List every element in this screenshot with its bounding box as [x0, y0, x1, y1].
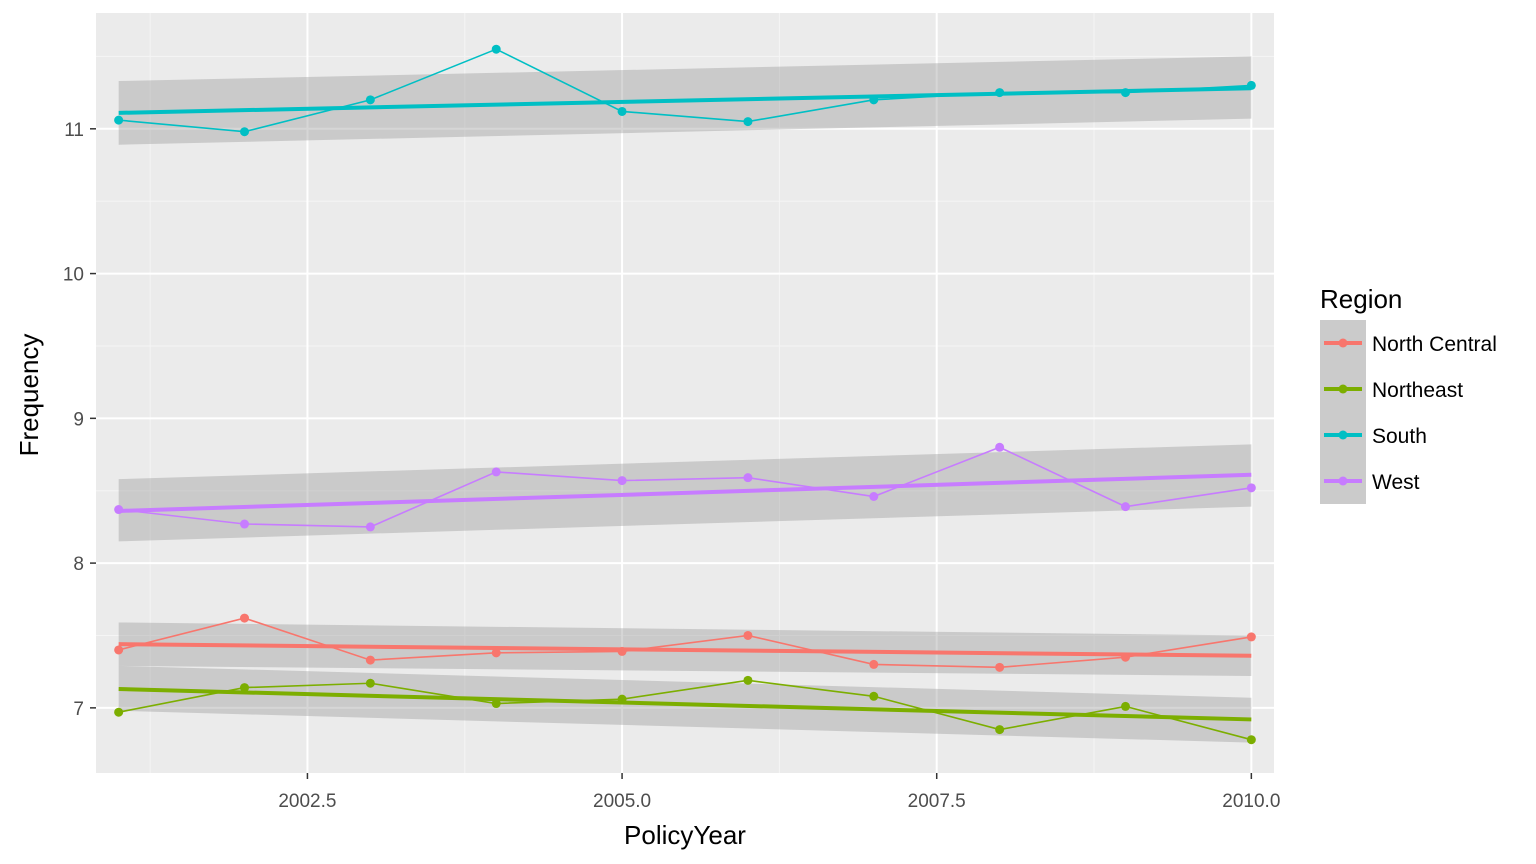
x-tick-label: 2010.0	[1222, 791, 1280, 812]
legend-title: Region	[1320, 284, 1402, 314]
data-point	[1120, 701, 1130, 711]
legend-label: South	[1372, 425, 1427, 448]
data-point	[743, 630, 753, 640]
legend-label: West	[1372, 471, 1420, 494]
legend-key-point	[1338, 430, 1348, 440]
trend-line	[118, 687, 1252, 722]
data-point	[365, 678, 375, 688]
data-point	[1120, 502, 1130, 512]
data-point	[114, 115, 124, 125]
data-point	[240, 127, 250, 137]
data-point	[617, 694, 627, 704]
data-point	[869, 95, 879, 105]
data-point	[365, 655, 375, 665]
trend-line	[118, 86, 1252, 115]
legend: Region North Central Northeast South West	[1320, 284, 1497, 504]
data-point	[114, 645, 124, 655]
data-point	[1120, 652, 1130, 662]
data-point	[240, 519, 250, 529]
y-axis-title: Frequency	[14, 334, 44, 457]
y-tick-label: 8	[73, 554, 84, 575]
series-line	[118, 446, 1252, 528]
data-point	[869, 691, 879, 701]
x-tick-label: 2007.5	[908, 791, 966, 812]
data-point	[869, 659, 879, 669]
x-tick-label: 2002.5	[278, 791, 336, 812]
data-point	[240, 683, 250, 693]
y-tick-label: 11	[64, 120, 84, 141]
series-line	[118, 617, 1252, 669]
data-point	[240, 613, 250, 623]
series-line	[118, 679, 1252, 741]
data-point	[743, 473, 753, 483]
data-point	[617, 106, 627, 116]
trend-lines	[118, 86, 1252, 722]
gridlines	[96, 13, 1274, 773]
data-point	[1246, 483, 1256, 493]
data-point	[995, 442, 1005, 452]
data-point	[491, 699, 501, 709]
data-point	[995, 725, 1005, 735]
trend-line	[118, 472, 1252, 513]
y-tick-label: 10	[63, 265, 84, 286]
x-axis-title: PolicyYear	[624, 820, 746, 850]
data-point	[1246, 735, 1256, 745]
legend-key-point	[1338, 338, 1348, 348]
legend-key-point	[1338, 384, 1348, 394]
data-point	[995, 662, 1005, 672]
data-point	[743, 675, 753, 685]
legend-label: North Central	[1372, 333, 1497, 356]
y-axis-ticks: 7 8 9 10 11	[63, 120, 96, 720]
data-point	[1246, 632, 1256, 642]
data-point	[114, 707, 124, 717]
data-point	[491, 467, 501, 477]
data-point	[491, 648, 501, 658]
data-point	[617, 476, 627, 486]
series-points	[114, 44, 1256, 745]
data-point	[995, 88, 1005, 98]
series-lines	[118, 48, 1252, 741]
data-point	[114, 505, 124, 515]
x-tick-label: 2005.0	[593, 791, 651, 812]
trend-line	[118, 642, 1252, 658]
data-point	[365, 95, 375, 105]
data-point	[491, 44, 501, 54]
data-point	[743, 117, 753, 127]
y-tick-label: 9	[73, 409, 84, 430]
legend-label: Northeast	[1372, 379, 1463, 402]
data-point	[1120, 88, 1130, 98]
legend-key-point	[1338, 476, 1348, 486]
data-point	[869, 492, 879, 502]
x-axis-ticks: 2002.5 2005.0 2007.5 2010.0	[278, 773, 1280, 812]
y-tick-label: 7	[73, 699, 84, 720]
data-point	[617, 646, 627, 656]
data-point	[1246, 80, 1256, 90]
data-point	[365, 522, 375, 532]
